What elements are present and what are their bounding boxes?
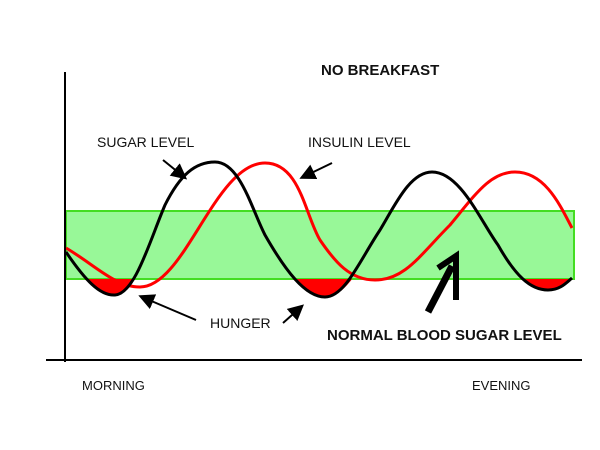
evening-label: EVENING — [472, 378, 531, 393]
insulin-arrow — [299, 162, 333, 179]
hunger-fill — [265, 279, 380, 297]
diagram-title: NO BREAKFAST — [321, 62, 440, 79]
normal-level-label: NORMAL BLOOD SUGAR LEVEL — [327, 327, 562, 344]
normal-level-big-arrow — [424, 250, 459, 314]
insulin-level-label: INSULIN LEVEL — [308, 134, 411, 150]
hunger-arrow-left — [138, 294, 197, 321]
morning-label: MORNING — [82, 378, 145, 393]
hunger-fills — [66, 279, 572, 297]
hunger-label: HUNGER — [210, 315, 271, 331]
hunger-fill — [66, 279, 150, 296]
sugar-arrow — [162, 159, 188, 180]
sugar-level-label: SUGAR LEVEL — [97, 134, 195, 150]
hunger-arrow-right — [282, 304, 304, 324]
insulin-level-curve — [65, 161, 574, 289]
hunger-fill — [498, 279, 572, 290]
sugar-level-curve — [64, 160, 573, 299]
